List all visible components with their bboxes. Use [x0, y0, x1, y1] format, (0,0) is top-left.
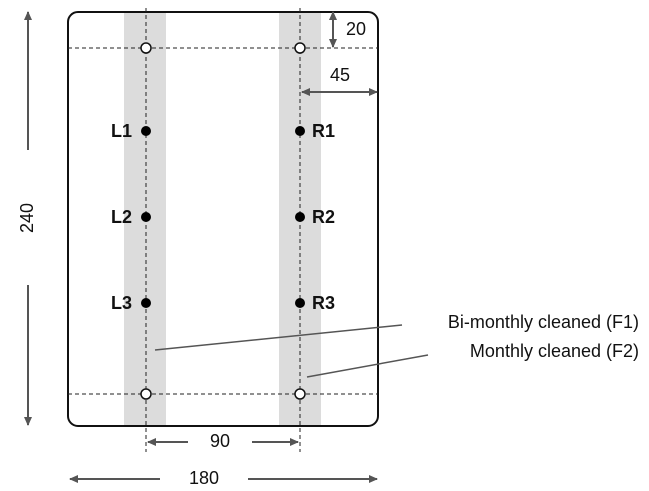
- point-label: R2: [312, 207, 335, 227]
- panel-outline: [67, 11, 379, 427]
- annotation: Monthly cleaned (F2): [470, 341, 639, 361]
- annotation: Bi-monthly cleaned (F1): [448, 312, 639, 332]
- dim-label: 90: [210, 431, 230, 451]
- dim-label: 240: [17, 203, 37, 233]
- dim-label: 20: [346, 19, 366, 39]
- point-label: R1: [312, 121, 335, 141]
- dim-label: 45: [330, 65, 350, 85]
- leader-line: [306, 354, 429, 378]
- point-label: L2: [111, 207, 132, 227]
- leader-line: [154, 324, 403, 351]
- point-label: L1: [111, 121, 132, 141]
- support-points: [140, 42, 306, 400]
- point-label: R3: [312, 293, 335, 313]
- point-label: L3: [111, 293, 132, 313]
- dim-label: 180: [189, 468, 219, 488]
- measure-points: [141, 126, 305, 308]
